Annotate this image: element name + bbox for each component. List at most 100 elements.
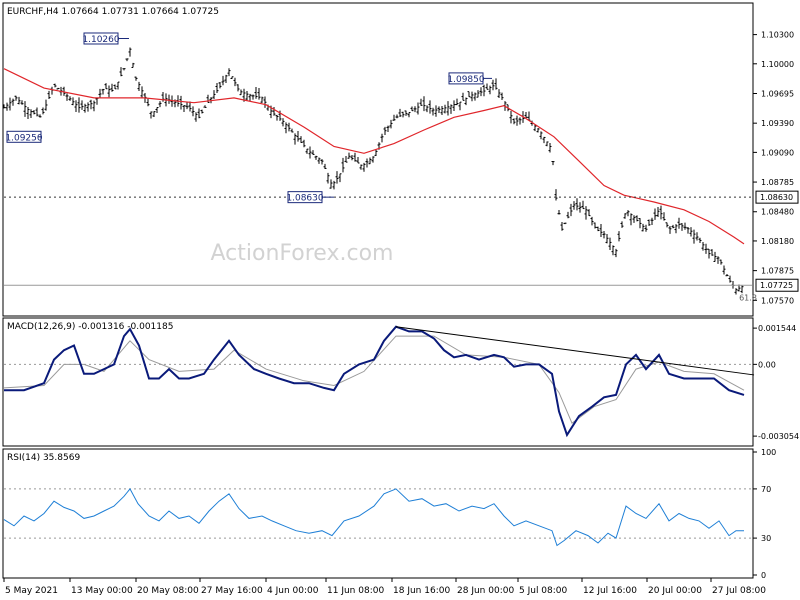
price-bar: [362, 162, 366, 172]
price-bar: [32, 109, 36, 115]
annotation-label: 1.09250: [5, 133, 42, 143]
price-bar: [47, 90, 51, 99]
price-tick-label: 1.09090: [761, 148, 794, 157]
price-bar: [404, 110, 408, 116]
x-tick-label: 20 May 08:00: [137, 586, 199, 596]
price-bar: [158, 101, 162, 108]
price-bar: [338, 173, 342, 183]
price-bar: [275, 114, 279, 121]
price-bar: [248, 93, 252, 102]
price-bar: [191, 106, 195, 117]
price-bar: [473, 92, 477, 101]
watermark: ActionForex.com: [211, 241, 394, 266]
price-annotation: 61.8: [739, 293, 757, 302]
price-bar: [716, 256, 720, 264]
price-bar: [476, 90, 480, 98]
price-bar: [650, 217, 654, 225]
price-bar: [290, 128, 294, 133]
rsi-tick-label: 70: [761, 485, 771, 494]
price-bar: [668, 225, 672, 234]
price-bar: [569, 203, 573, 217]
price-layer: 1.10260 1.09850 1.08630 1.09250 61.8: [2, 32, 757, 302]
price-bar: [314, 155, 318, 160]
price-bar: [197, 108, 201, 119]
price-bar: [350, 155, 354, 161]
price-bar: [443, 104, 447, 114]
price-bar: [419, 98, 423, 106]
price-bar: [554, 189, 558, 201]
price-bar: [683, 222, 687, 230]
price-bar: [374, 149, 378, 156]
price-bar: [641, 223, 645, 232]
price-bar: [80, 100, 84, 110]
price-bar: [659, 205, 663, 220]
price-bar: [698, 237, 702, 244]
price-bar: [728, 275, 732, 283]
price-bar: [98, 88, 102, 98]
macd-title: MACD(12,26,9) -0.001316 -0.001185: [7, 322, 173, 332]
x-tick-label: 4 Jun 00:00: [267, 586, 319, 596]
price-bar: [335, 171, 339, 184]
price-bar: [194, 112, 198, 122]
price-bar: [71, 97, 75, 106]
price-bar: [425, 105, 429, 113]
price-annotation: 1.09250: [5, 130, 43, 143]
price-bar: [110, 83, 114, 92]
price-bar: [227, 68, 231, 77]
price-bar: [116, 81, 120, 90]
price-bar: [392, 114, 396, 121]
price-bar: [692, 229, 696, 244]
price-bar: [245, 91, 249, 101]
price-bar: [188, 101, 192, 112]
macd-tick-label: 0.00: [758, 360, 776, 369]
price-bar: [701, 241, 705, 251]
x-tick-label: 20 Jul 00:00: [648, 586, 702, 596]
price-bar: [410, 106, 414, 112]
price-bar: [542, 136, 546, 144]
x-tick-label: 27 Jul 08:00: [712, 586, 766, 596]
price-bar: [590, 216, 594, 226]
price-bar: [461, 92, 465, 101]
price-bar: [272, 106, 276, 116]
annotation-label: 1.08630: [286, 194, 323, 204]
price-bar: [494, 78, 498, 90]
price-bar: [431, 107, 435, 116]
price-bar: [389, 119, 393, 129]
x-tick-label: 18 Jun 16:00: [393, 586, 450, 596]
price-bar: [179, 95, 183, 110]
price-bar: [536, 128, 540, 133]
price-bar: [299, 136, 303, 143]
last-price-tag: [755, 278, 799, 292]
price-bar: [674, 224, 678, 234]
price-bar: [332, 180, 336, 190]
price-bar: [101, 88, 105, 95]
price-bar: [341, 157, 345, 173]
price-bar: [485, 83, 489, 90]
price-bar: [686, 227, 690, 234]
price-bar: [251, 94, 255, 100]
price-bar: [455, 98, 459, 106]
macd-line: [4, 325, 745, 438]
price-bar: [293, 133, 297, 145]
price-bar: [239, 89, 243, 96]
price-bar: [56, 87, 60, 90]
annotation-label: 1.10260: [82, 35, 119, 45]
price-bar: [515, 115, 519, 126]
price-bar: [725, 273, 729, 277]
price-bar: [254, 87, 258, 99]
price-bar: [68, 96, 72, 101]
price-bar: [587, 209, 591, 217]
price-bar: [218, 81, 222, 89]
price-bar: [284, 122, 288, 134]
price-bar: [149, 111, 153, 119]
price-bar: [656, 207, 660, 218]
price-bar: [446, 101, 450, 116]
price-bar: [710, 249, 714, 256]
price-bar: [464, 97, 468, 106]
price-bar: [86, 102, 90, 112]
axis-layer: 1.10300 1.10000 1.09695 1.09390 1.09090 1.087…: [3, 31, 799, 596]
price-bar: [356, 157, 360, 164]
price-bar: [608, 237, 612, 251]
price-bar: [212, 90, 216, 99]
